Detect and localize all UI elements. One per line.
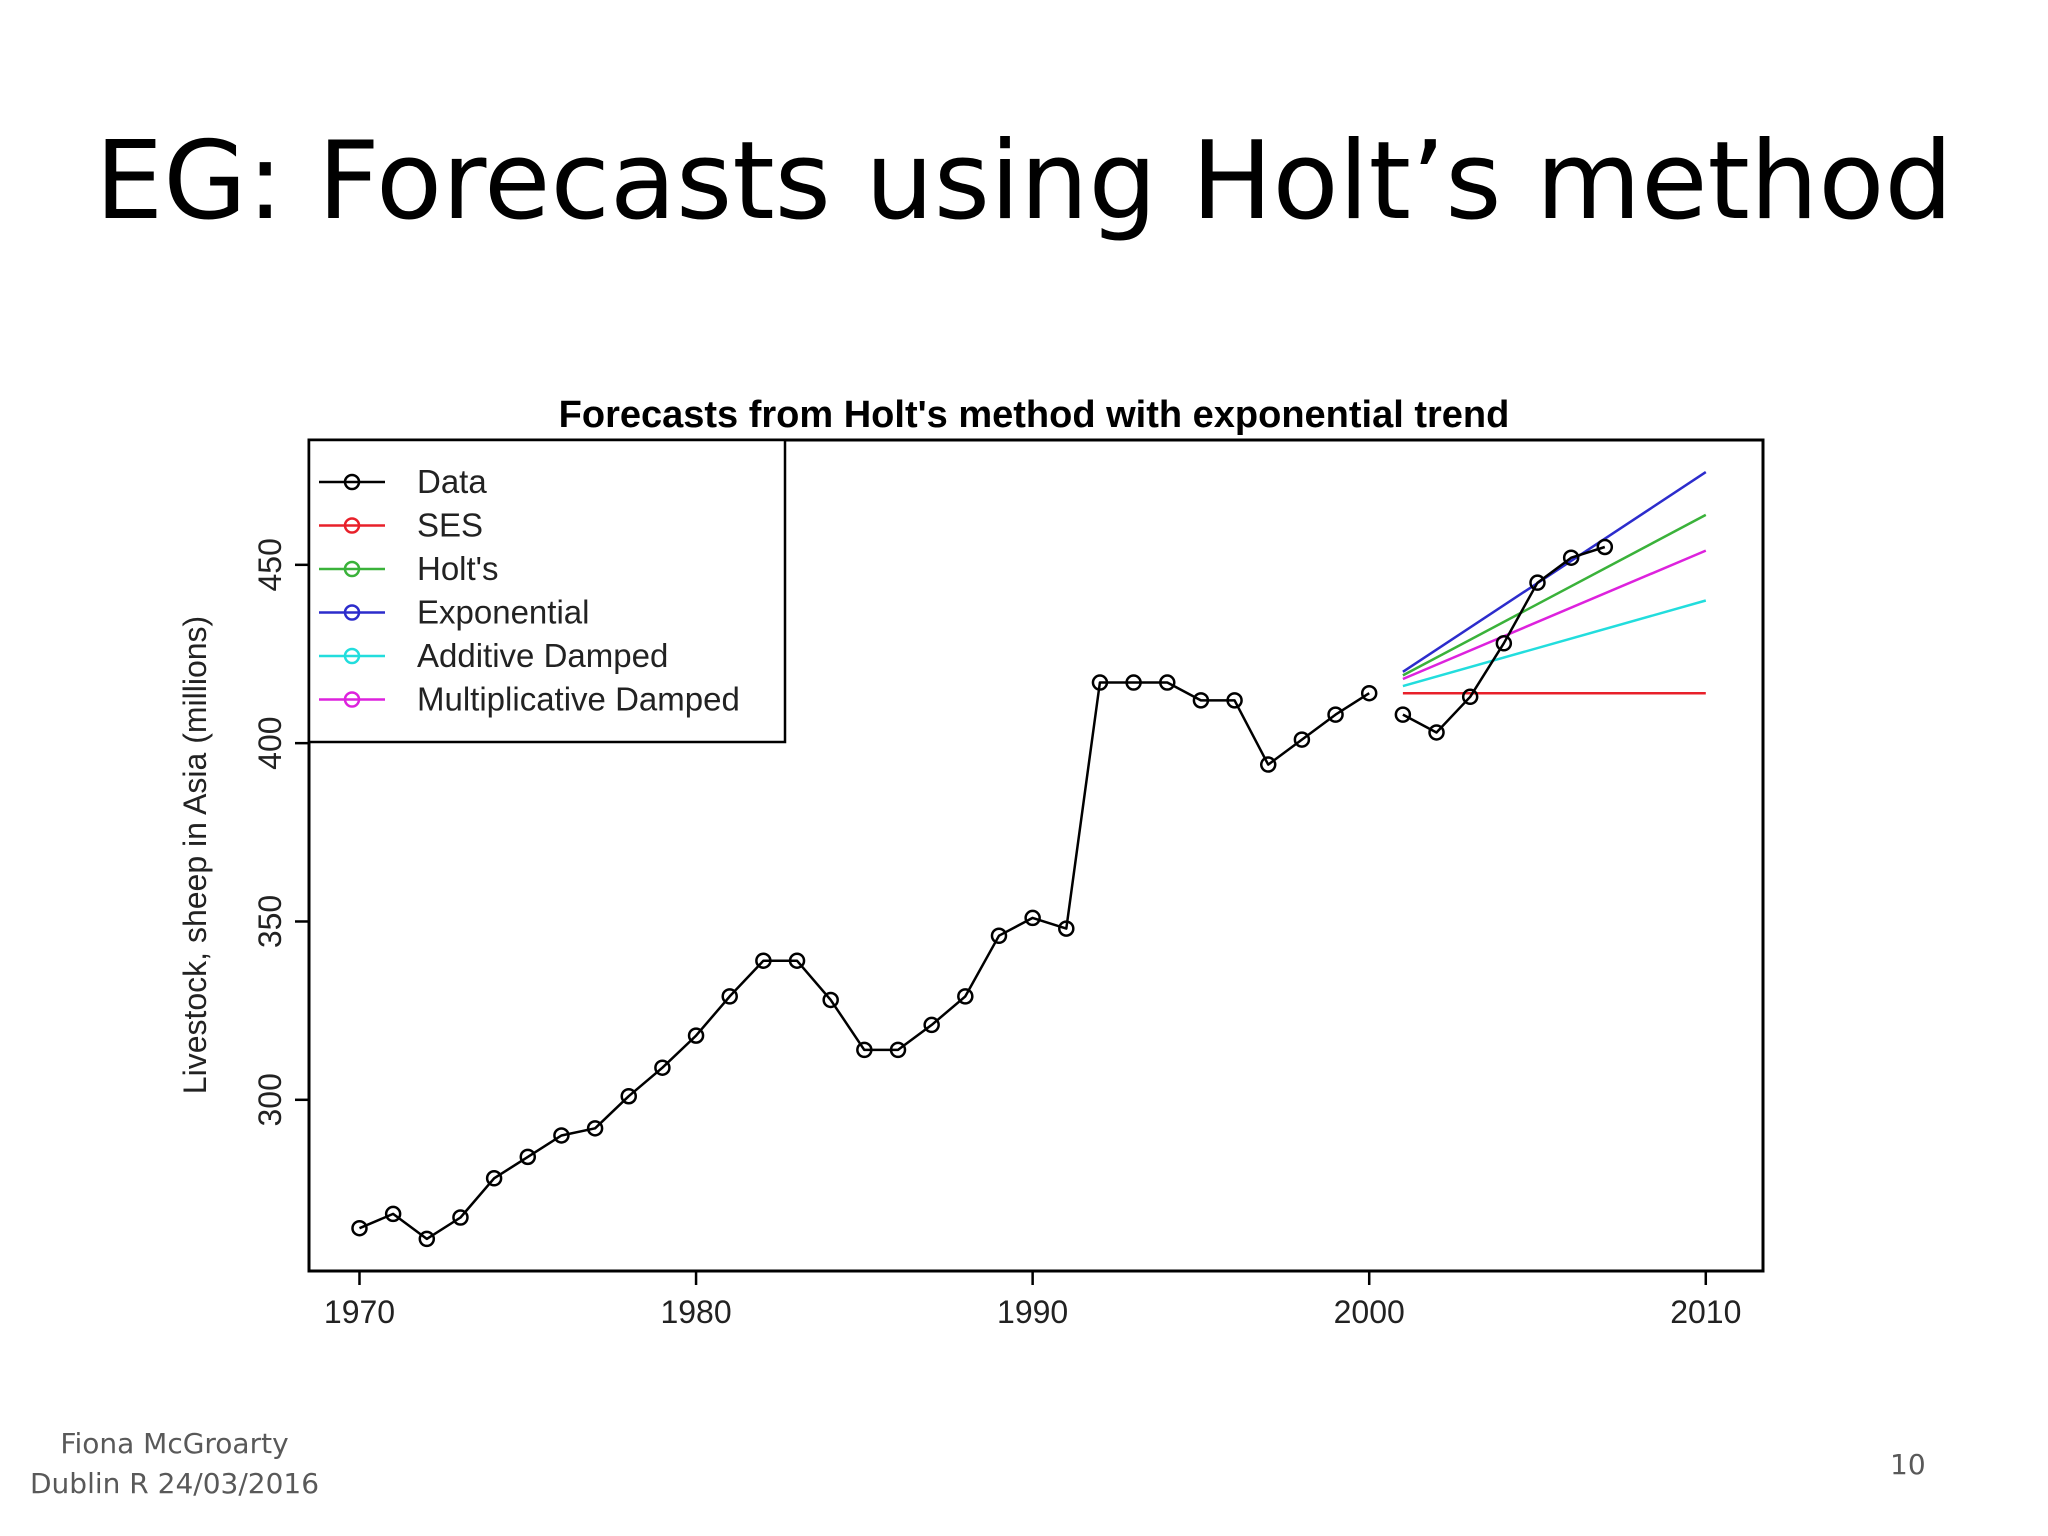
- data-point-marker: [687, 1027, 705, 1044]
- y-tick-label: 450: [252, 538, 288, 591]
- data-point-marker: [1058, 920, 1075, 937]
- legend-swatch-marker: [343, 473, 361, 491]
- data-point-marker: [586, 1120, 604, 1137]
- data-point-marker: [1259, 756, 1277, 773]
- legend-swatch-marker: [343, 691, 361, 708]
- y-tick-label: 350: [252, 895, 288, 948]
- series-line-multiplicative-damped: [1402, 549, 1707, 681]
- data-point-marker: [721, 988, 738, 1005]
- data-point-marker: [485, 1170, 503, 1187]
- data-point-marker: [1562, 549, 1580, 566]
- legend: Data SES Holt's Exponential Additive Damped M…: [307, 438, 787, 744]
- data-point-marker: [1394, 706, 1412, 723]
- data-point-marker: [1495, 635, 1513, 652]
- legend-label: Additive Damped: [417, 637, 668, 674]
- data-point-marker: [889, 1041, 907, 1059]
- x-tick-label: 1990: [997, 1294, 1068, 1330]
- series-line-exponential: [1402, 471, 1707, 673]
- legend-swatch-marker: [343, 604, 361, 621]
- chart-title: Forecasts from Holt's method with expone…: [559, 394, 1510, 436]
- x-tick-label: 1970: [324, 1294, 395, 1330]
- y-tick-label: 400: [252, 716, 288, 769]
- data-point-marker: [923, 1016, 940, 1034]
- data-point-marker: [384, 1205, 402, 1223]
- legend-label: Holt's: [417, 550, 499, 587]
- slide-number: 10: [1890, 1448, 1926, 1481]
- x-tick-label: 2000: [1334, 1294, 1405, 1330]
- y-tick-label: 300: [252, 1073, 288, 1126]
- footer-credit: Fiona McGroarty Dublin R 24/03/2016: [30, 1424, 319, 1504]
- x-tick-label: 1980: [660, 1294, 731, 1330]
- series-layer: [351, 471, 1707, 1248]
- data-point-marker: [1327, 706, 1344, 723]
- data-point-marker: [620, 1087, 637, 1105]
- data-point-marker: [755, 952, 772, 969]
- data-point-marker: [1529, 574, 1546, 591]
- data-point-marker: [351, 1219, 368, 1237]
- x-tick-label: 2010: [1670, 1294, 1741, 1330]
- data-point-marker: [1159, 674, 1176, 691]
- data-point-marker: [1293, 731, 1311, 748]
- legend-label: Multiplicative Damped: [417, 681, 740, 718]
- y-axis: 300 350 400 450: [252, 538, 311, 1127]
- data-point-marker: [1024, 909, 1041, 927]
- data-point-marker: [418, 1230, 436, 1248]
- y-axis-label: Livestock, sheep in Asia (millions): [177, 616, 213, 1094]
- data-point-marker: [1091, 674, 1109, 691]
- data-point-marker: [1596, 538, 1614, 556]
- data-point-marker: [654, 1059, 671, 1076]
- data-point-marker: [1192, 692, 1210, 709]
- data-point-marker: [990, 927, 1008, 944]
- legend-swatch-marker: [343, 647, 361, 665]
- footer-author: Fiona McGroarty: [60, 1427, 289, 1460]
- series-line-data: [359, 681, 1370, 1241]
- series-line-data: [1402, 545, 1606, 734]
- legend-label: Data: [417, 463, 487, 500]
- data-point-marker: [1428, 724, 1445, 741]
- slide-title: EG: Forecasts using Holt’s method: [95, 119, 1953, 244]
- x-axis: 1970 1980 1990 2000 2010: [324, 1269, 1741, 1330]
- data-point-marker: [1461, 688, 1479, 706]
- data-point-marker: [1226, 692, 1243, 709]
- legend-swatch-marker: [343, 517, 361, 534]
- data-point-marker: [452, 1209, 469, 1226]
- data-point-marker: [1125, 674, 1142, 691]
- data-point-marker: [553, 1127, 570, 1144]
- data-point-marker: [822, 991, 839, 1009]
- footer-event-date: Dublin R 24/03/2016: [30, 1467, 320, 1500]
- legend-box: [307, 438, 787, 744]
- legend-swatch-marker: [343, 560, 361, 578]
- data-point-marker: [856, 1041, 873, 1059]
- data-point-marker: [519, 1148, 537, 1166]
- series-line-additive-damped: [1402, 599, 1707, 688]
- data-point-marker: [788, 952, 806, 969]
- series-line-holt-s: [1402, 513, 1707, 677]
- data-point-marker: [1360, 684, 1378, 702]
- legend-label: Exponential: [417, 594, 589, 631]
- data-point-marker: [957, 988, 974, 1005]
- legend-label: SES: [417, 507, 483, 544]
